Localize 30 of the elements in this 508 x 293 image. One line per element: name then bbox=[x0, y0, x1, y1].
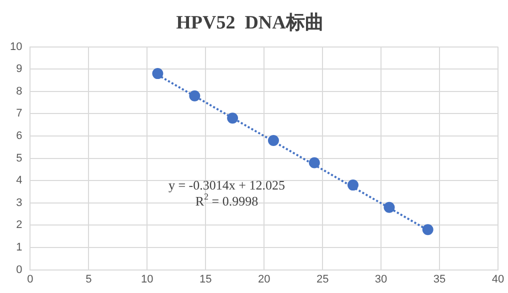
x-tick-label: 5 bbox=[86, 273, 92, 286]
y-tick-label: 5 bbox=[16, 152, 22, 164]
x-tick-label: 40 bbox=[492, 273, 504, 286]
y-tick-label: 10 bbox=[10, 40, 22, 53]
y-tick-label: 1 bbox=[16, 242, 22, 254]
point bbox=[347, 180, 358, 191]
annotation: y = -0.3014x + 12.025 bbox=[168, 178, 285, 193]
x-tick-label: 25 bbox=[316, 273, 329, 286]
y-tick-label: 0 bbox=[16, 264, 22, 276]
x-tick-label: 35 bbox=[433, 273, 446, 286]
point bbox=[189, 90, 200, 102]
y-tick-label: 7 bbox=[16, 108, 22, 120]
chart-title: HPV52 DNA标曲 bbox=[176, 11, 324, 34]
x-tick-label: 30 bbox=[374, 273, 388, 286]
y-tick-label: 4 bbox=[16, 174, 22, 187]
y-tick-label: 3 bbox=[16, 196, 22, 209]
y-tick-label: 9 bbox=[16, 63, 22, 76]
x-tick-label: 15 bbox=[200, 273, 212, 286]
point bbox=[384, 202, 395, 213]
x-tick-label: 0 bbox=[27, 273, 34, 286]
point bbox=[268, 134, 279, 146]
point bbox=[422, 224, 434, 236]
y-tick-label: 2 bbox=[16, 219, 22, 232]
y-tick-label: 6 bbox=[16, 130, 22, 142]
point bbox=[227, 112, 238, 124]
x-tick-label: 10 bbox=[141, 273, 154, 286]
point bbox=[308, 157, 320, 168]
point bbox=[152, 68, 164, 80]
y-tick-label: 8 bbox=[16, 85, 22, 98]
x-tick-label: 20 bbox=[258, 273, 270, 286]
